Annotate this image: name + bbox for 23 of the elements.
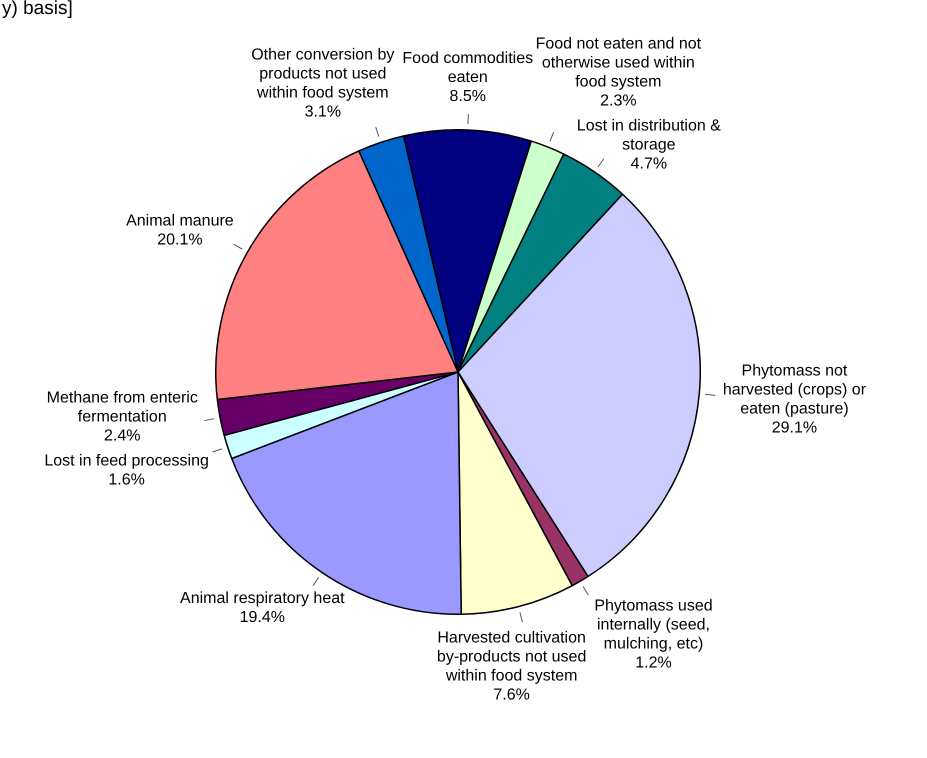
data-label: 2.3% xyxy=(600,92,637,110)
slice-label: Phytomass used internally (seed, mulching, etc) xyxy=(594,598,713,653)
data-label: 29.1% xyxy=(772,419,818,436)
slice-label: Phytomass not harvested (crops) or eaten (pasture) xyxy=(722,362,867,418)
slice-label: Animal respiratory heat xyxy=(180,590,346,607)
slice-label: Methane from enteric fermentation xyxy=(46,390,198,426)
data-label: 4.7% xyxy=(630,156,668,173)
data-label: 19.4% xyxy=(240,608,285,626)
data-label: 2.4% xyxy=(104,428,140,445)
data-label: 8.5% xyxy=(450,88,486,105)
slice-label: Food commodities eaten xyxy=(402,50,534,86)
slice-label: Food not eaten and not otherwise used within food system xyxy=(536,36,702,91)
chart-title: y) basis] xyxy=(2,0,73,20)
slice-label: Animal manure xyxy=(126,212,234,230)
slice-label: Other conversion by products not used within food system xyxy=(251,46,394,102)
data-label: 1.6% xyxy=(108,472,145,489)
data-label: 3.1% xyxy=(304,104,342,121)
slice-label: Harvested cultivation by-products not used within food system xyxy=(436,630,586,685)
slice-label: Lost in distribution & storage xyxy=(576,118,722,154)
data-label: 7.6% xyxy=(493,686,530,704)
slice-label: Lost in feed processing xyxy=(44,452,209,470)
data-label: 20.1% xyxy=(157,232,203,249)
data-label: 1.2% xyxy=(635,654,672,672)
